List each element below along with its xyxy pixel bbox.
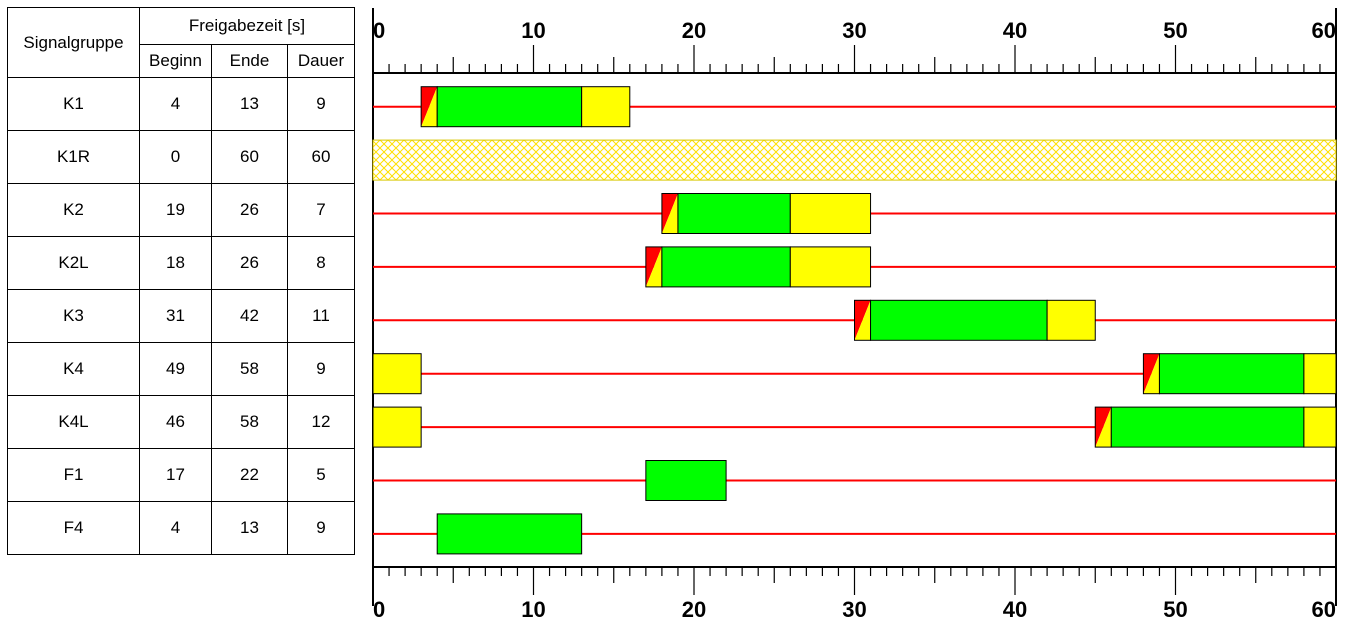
red-yellow-yellow-part <box>1143 353 1160 394</box>
end-cell: 58 <box>211 342 288 396</box>
top-tick-label: 0 <box>373 18 385 43</box>
table-row: K2L 18 26 8 <box>7 236 355 290</box>
end-cell: 26 <box>211 183 288 237</box>
begin-cell: 31 <box>139 289 212 343</box>
red-yellow-yellow-part <box>661 193 678 234</box>
green-phase-bar <box>870 299 1048 341</box>
top-tick-label: 60 <box>1312 18 1336 43</box>
bottom-tick-label: 10 <box>521 597 545 622</box>
yellow-phase-bar <box>372 406 422 448</box>
yellow-phase-bar <box>789 193 872 234</box>
red-yellow-red-part <box>854 300 871 341</box>
yellow-phase-bar <box>1046 299 1096 341</box>
duration-cell: 5 <box>287 448 355 502</box>
duration-cell: 9 <box>287 342 355 396</box>
header-dauer: Dauer <box>287 44 355 78</box>
table-row: K2 19 26 7 <box>7 183 355 237</box>
table-row: K4L 46 58 12 <box>7 395 355 449</box>
header-ende: Ende <box>211 44 288 78</box>
red-yellow-yellow-part <box>1095 407 1112 448</box>
green-phase-bar <box>436 86 583 128</box>
bottom-tick-label: 0 <box>373 597 385 622</box>
yellow-phase-bar <box>789 246 872 288</box>
yellow-phase-bar <box>372 353 422 395</box>
table-row: F1 17 22 5 <box>7 448 355 502</box>
red-yellow-red-part <box>1143 353 1160 394</box>
signal-row-k2l <box>373 246 1336 288</box>
signal-row-k4 <box>372 353 1337 395</box>
table-row: K1R 0 60 60 <box>7 130 355 184</box>
signal-row-k1r <box>372 139 1337 181</box>
top-tick-label: 40 <box>1003 18 1027 43</box>
signal-row-k2 <box>373 193 1336 234</box>
yellow-phase-bar <box>1303 353 1337 395</box>
signal-row-k1 <box>373 86 1336 128</box>
table-row: K1 4 13 9 <box>7 77 355 131</box>
table-row: K3 31 42 11 <box>7 289 355 343</box>
green-phase-bar <box>645 460 727 501</box>
end-cell: 13 <box>211 501 288 555</box>
red-yellow-yellow-part <box>421 86 438 127</box>
begin-cell: 19 <box>139 183 212 237</box>
top-tick-label: 10 <box>521 18 545 43</box>
end-cell: 22 <box>211 448 288 502</box>
yellow-phase-bar <box>1303 406 1337 448</box>
red-yellow-red-part <box>661 193 678 234</box>
end-cell: 42 <box>211 289 288 343</box>
bottom-tick-label: 20 <box>682 597 706 622</box>
signal-name: K3 <box>7 289 140 343</box>
permanent-release-hatch <box>372 139 1337 181</box>
red-yellow-yellow-part <box>854 300 871 341</box>
begin-cell: 4 <box>139 77 212 131</box>
table-row: F4 4 13 9 <box>7 501 355 555</box>
end-cell: 13 <box>211 77 288 131</box>
end-cell: 60 <box>211 130 288 184</box>
red-yellow-red-part <box>421 86 438 127</box>
table-row: K4 49 58 9 <box>7 342 355 396</box>
begin-cell: 0 <box>139 130 212 184</box>
top-tick-label: 50 <box>1163 18 1187 43</box>
duration-cell: 11 <box>287 289 355 343</box>
green-phase-bar <box>677 193 791 234</box>
signal-name: K4L <box>7 395 140 449</box>
duration-cell: 12 <box>287 395 355 449</box>
duration-cell: 8 <box>287 236 355 290</box>
duration-cell: 60 <box>287 130 355 184</box>
bottom-tick-label: 30 <box>842 597 866 622</box>
duration-cell: 9 <box>287 501 355 555</box>
red-yellow-yellow-part <box>645 246 662 287</box>
duration-cell: 7 <box>287 183 355 237</box>
end-cell: 58 <box>211 395 288 449</box>
signal-row-f4 <box>373 513 1336 555</box>
bottom-tick-label: 60 <box>1312 597 1336 622</box>
green-phase-bar <box>1110 406 1305 448</box>
yellow-phase-bar <box>581 86 631 128</box>
signal-row-k3 <box>373 299 1336 341</box>
bottom-tick-label: 50 <box>1163 597 1187 622</box>
top-tick-label: 20 <box>682 18 706 43</box>
signal-row-k4l <box>372 406 1337 448</box>
green-phase-bar <box>1158 353 1305 395</box>
signal-row-f1 <box>373 460 1336 501</box>
begin-cell: 46 <box>139 395 212 449</box>
begin-cell: 4 <box>139 501 212 555</box>
green-phase-bar <box>661 246 791 288</box>
begin-cell: 49 <box>139 342 212 396</box>
bottom-tick-label: 40 <box>1003 597 1027 622</box>
signal-name: K4 <box>7 342 140 396</box>
top-tick-label: 30 <box>842 18 866 43</box>
green-phase-bar <box>436 513 583 555</box>
header-signalgruppe: Signalgruppe <box>7 7 140 78</box>
header-freigabezeit: Freigabezeit [s] <box>139 7 355 45</box>
signal-table: Signalgruppe Freigabezeit [s] Beginn End… <box>7 7 355 555</box>
